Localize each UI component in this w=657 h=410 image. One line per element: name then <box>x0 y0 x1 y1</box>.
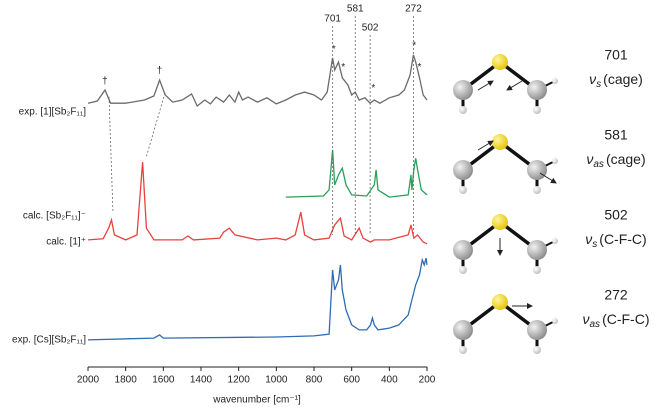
x-tick-label: 1800 <box>115 375 138 386</box>
x-axis-label: wavenumber [cm⁻¹] <box>212 395 301 406</box>
hydrogen <box>552 78 558 84</box>
spectrum <box>87 54 428 108</box>
series-label: exp. [1][Sb₂F₁₁] <box>19 107 87 118</box>
peak-marker: * <box>371 83 375 94</box>
x-tick-label: 1000 <box>265 375 288 386</box>
mode-symbol: ν <box>583 311 590 327</box>
x-tick-label: 1600 <box>152 375 175 386</box>
carbon <box>527 80 547 100</box>
spectrum <box>87 257 428 341</box>
peak-marker: † <box>102 76 108 87</box>
peak-label: 581 <box>347 4 364 15</box>
mode-sub: s <box>592 239 597 250</box>
series-label: exp. [Cs][Sb₂F₁₁] <box>12 335 86 346</box>
fluorine <box>492 214 508 230</box>
peak-label: 272 <box>405 4 422 15</box>
peak-marker: * <box>332 44 336 55</box>
hydrogen <box>459 186 467 194</box>
x-tick-label: 600 <box>343 375 360 386</box>
molecule <box>453 54 558 114</box>
mode-sub: as <box>590 319 601 330</box>
fluorine <box>492 294 508 310</box>
carbon <box>453 160 473 180</box>
spectrum <box>87 162 428 245</box>
mode-wavenumber: 701 <box>604 47 628 63</box>
molecule <box>453 134 558 194</box>
mode-desc: (C-F-C) <box>602 311 649 327</box>
mode-symbol: ν <box>585 231 592 247</box>
hydrogen <box>459 266 467 274</box>
peak-label: 701 <box>324 14 341 25</box>
hydrogen <box>533 106 541 114</box>
spectrum <box>285 149 428 198</box>
molecule <box>453 214 558 274</box>
mode-desc: (cage) <box>603 71 643 87</box>
peak-marker: † <box>157 65 163 76</box>
molecule <box>453 294 558 354</box>
mode-desc: (cage) <box>606 151 646 167</box>
mode-desc: (C-F-C) <box>599 231 646 247</box>
mode-label: νs (C-F-C) <box>585 231 646 250</box>
series-label: calc. [Sb₂F₁₁]⁻ <box>23 211 86 222</box>
peak-marker: * <box>341 62 345 73</box>
correlation-lines <box>108 92 166 214</box>
x-tick-label: 1200 <box>228 375 251 386</box>
mode-label: νas (cage) <box>586 151 645 170</box>
mode-label: νs (cage) <box>589 71 643 90</box>
mode-sub: s <box>596 79 601 90</box>
x-tick-label: 1400 <box>190 375 213 386</box>
x-tick-label: 200 <box>419 375 436 386</box>
fluorine <box>492 134 508 150</box>
mode-symbol: ν <box>589 71 596 87</box>
fluorine <box>492 54 508 70</box>
arrow <box>477 80 494 91</box>
hydrogen <box>552 318 558 324</box>
mode-symbol: ν <box>586 151 593 167</box>
peak-marker: * <box>412 40 416 51</box>
arrow <box>477 140 494 151</box>
hydrogen <box>533 346 541 354</box>
carbon <box>453 80 473 100</box>
carbon <box>527 240 547 260</box>
peak-label: 502 <box>362 23 379 34</box>
hydrogen <box>459 346 467 354</box>
hydrogen <box>552 238 558 244</box>
mode-wavenumber: 272 <box>604 287 628 303</box>
hydrogen <box>552 158 558 164</box>
hydrogen <box>459 106 467 114</box>
carbon <box>453 240 473 260</box>
carbon <box>527 320 547 340</box>
peak-marker: * <box>418 62 422 73</box>
hydrogen <box>533 186 541 194</box>
mode-wavenumber: 581 <box>604 127 628 143</box>
mode-wavenumber: 502 <box>604 207 628 223</box>
mode-sub: as <box>593 159 604 170</box>
mode-label: νas (C-F-C) <box>583 311 650 330</box>
hydrogen <box>533 266 541 274</box>
x-tick-label: 800 <box>306 375 323 386</box>
carbon <box>527 160 547 180</box>
x-tick-label: 400 <box>381 375 398 386</box>
arrow <box>506 80 523 91</box>
arrow <box>539 172 557 184</box>
series-label: calc. [1]⁺ <box>46 237 86 248</box>
carbon <box>453 320 473 340</box>
x-tick-label: 2000 <box>77 375 100 386</box>
